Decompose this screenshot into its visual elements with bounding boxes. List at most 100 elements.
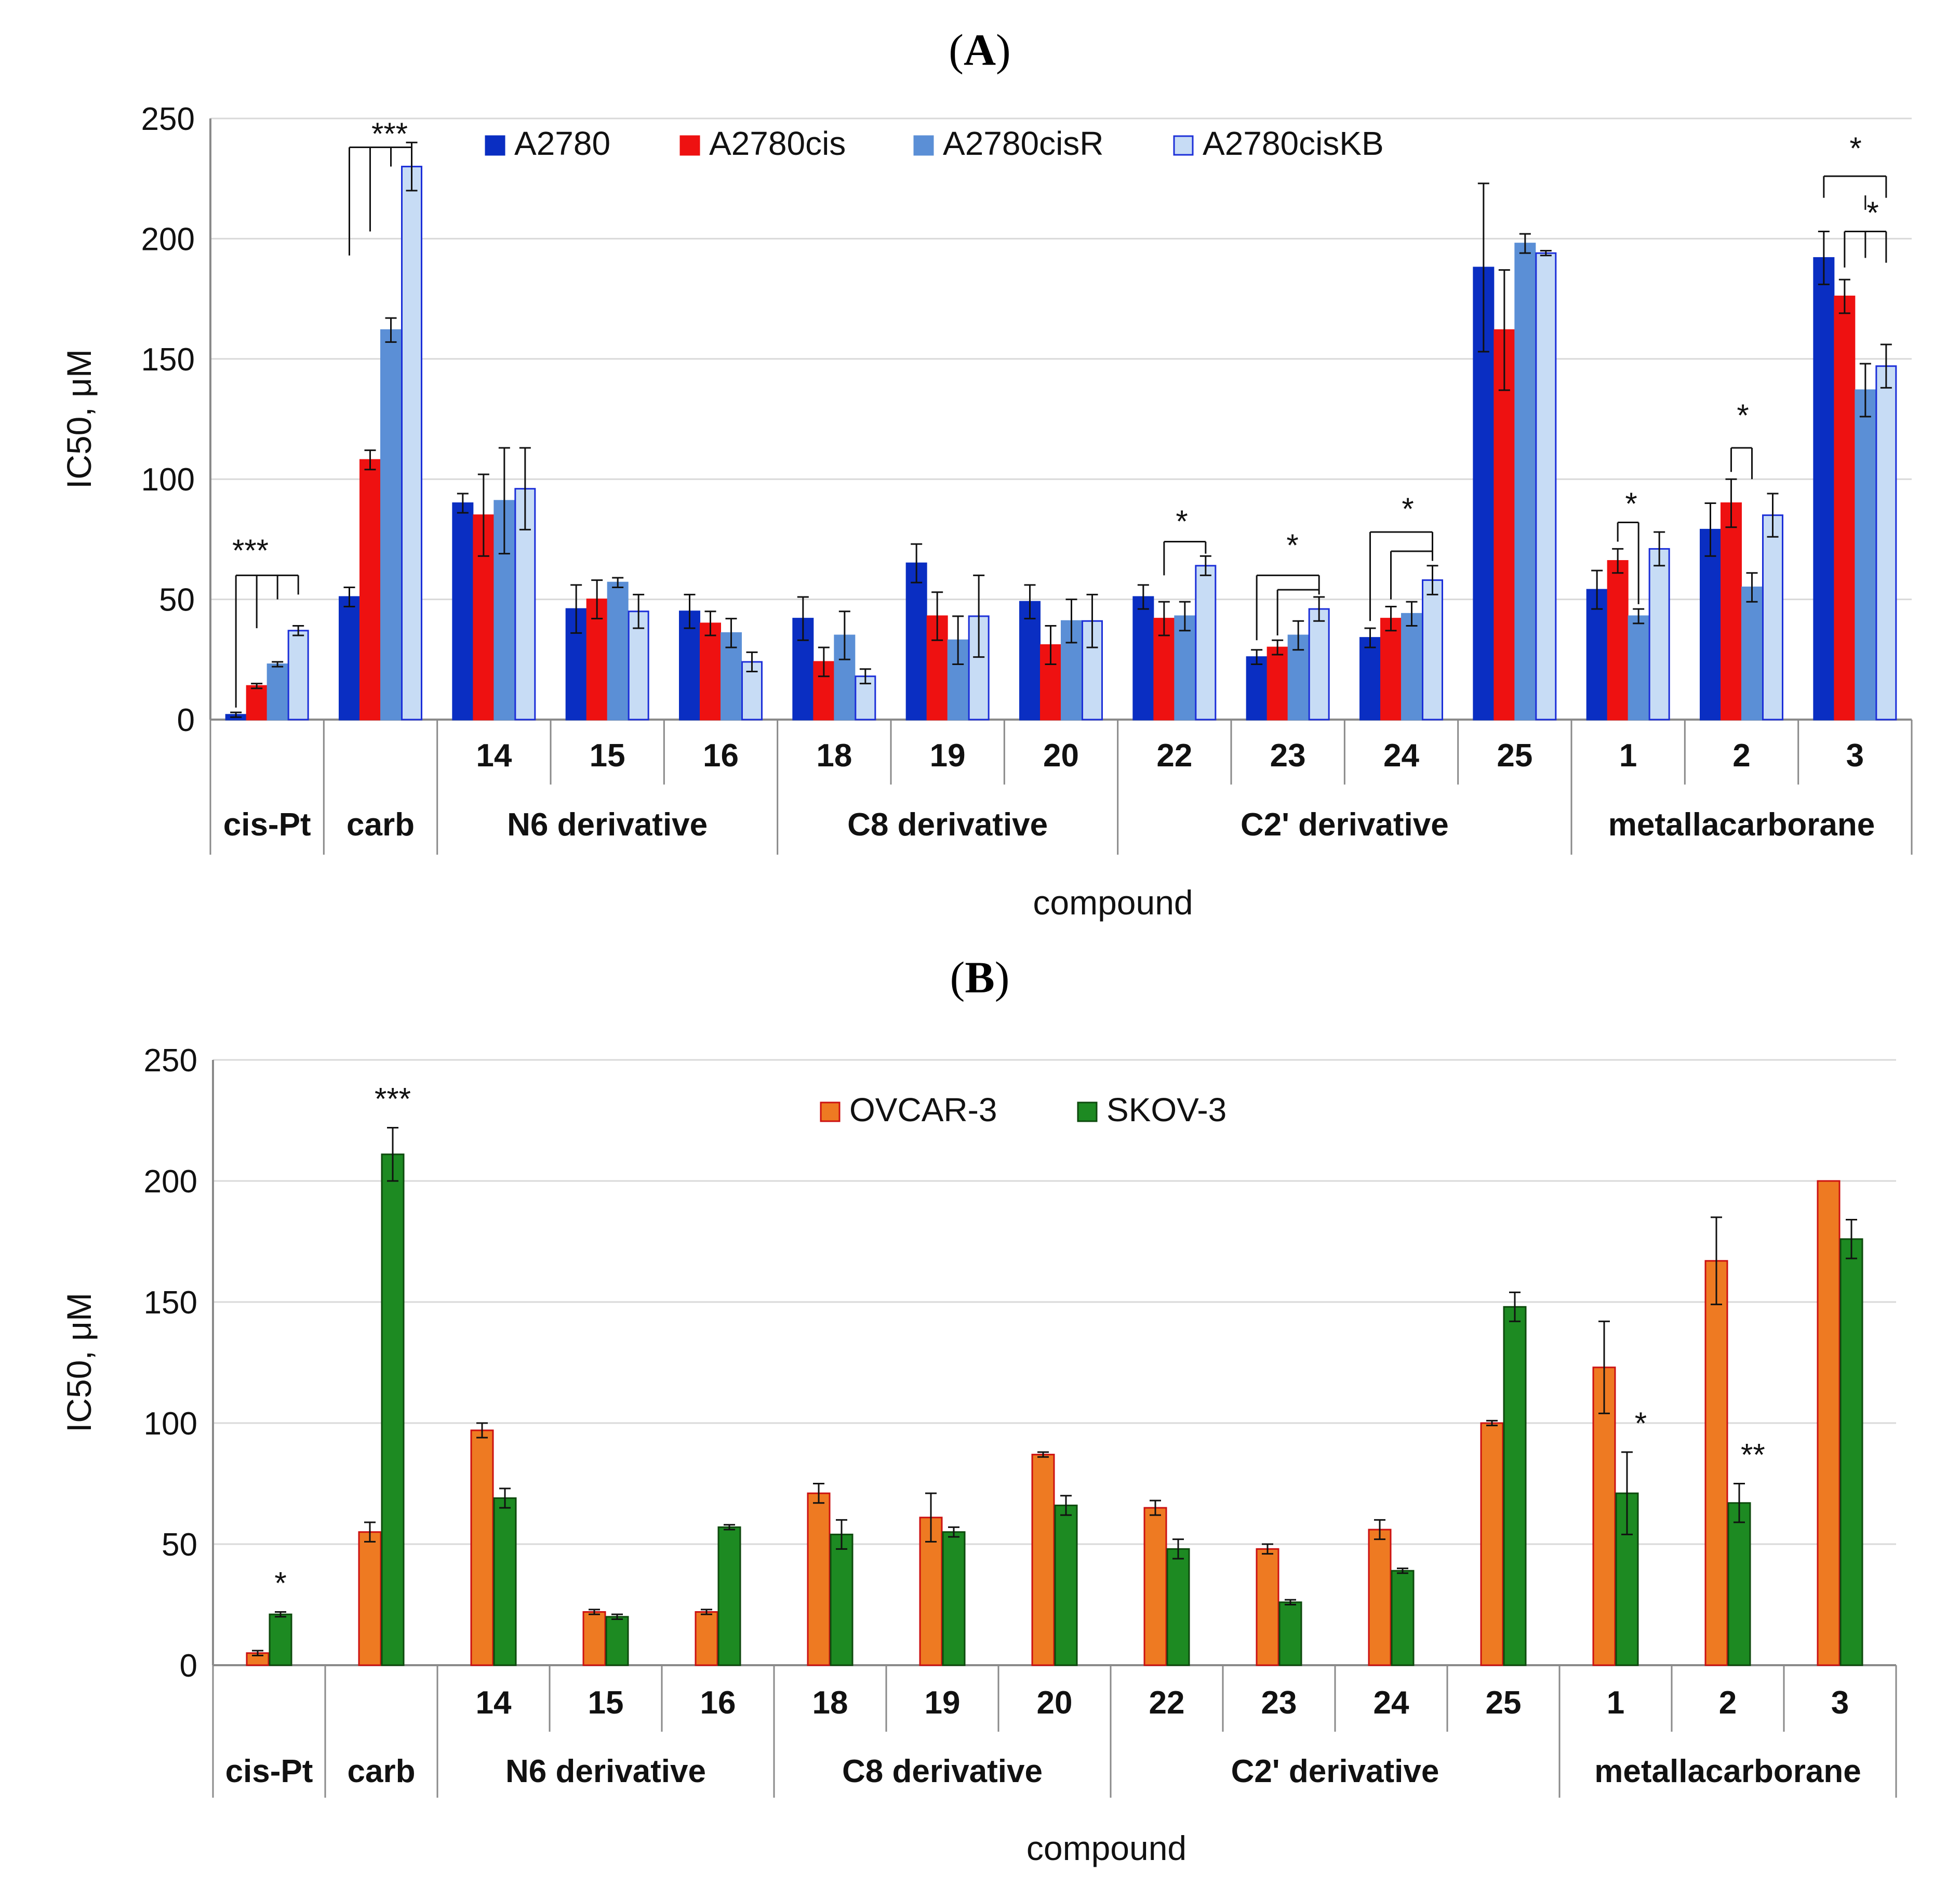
panel-a-bar xyxy=(359,459,381,721)
panel-a-group-label: N6 derivative xyxy=(507,807,708,843)
panel-a-category-label: 20 xyxy=(1043,738,1079,774)
panel-a-group-label: cis-Pt xyxy=(223,807,311,843)
panel-b-category-label: 23 xyxy=(1261,1685,1297,1721)
panel-b-bar xyxy=(1817,1180,1841,1666)
panel-b-bar xyxy=(470,1429,494,1666)
panel-a-category-label: 25 xyxy=(1497,738,1532,774)
panel-b-ytick-label: 200 xyxy=(144,1164,197,1200)
panel-a-category-label: 19 xyxy=(930,738,966,774)
panel-a-significance-label: * xyxy=(1849,131,1861,166)
panel-a-bar xyxy=(700,622,721,721)
panel-b-ytick-label: 250 xyxy=(144,1043,197,1079)
panel-b-bar xyxy=(582,1611,606,1666)
panel-a-category-label: 3 xyxy=(1846,738,1864,774)
panel-a-bar xyxy=(1628,615,1649,721)
panel-a-significance-label: *** xyxy=(232,533,269,568)
panel-a-legend-label: A2780cis xyxy=(709,125,846,162)
panel-b-bar xyxy=(1391,1570,1415,1666)
panel-a-x-axis-title: compound xyxy=(1033,883,1193,922)
panel-b-category-label: 15 xyxy=(588,1685,624,1721)
panel-b-bar xyxy=(1256,1548,1279,1666)
panel-a-category-label: 22 xyxy=(1156,738,1192,774)
panel-b-bar xyxy=(1592,1366,1616,1666)
panel-b-significance-label: ** xyxy=(1741,1438,1765,1472)
panel-a-category-label: 1 xyxy=(1619,738,1637,774)
panel-a-bar xyxy=(1246,656,1268,721)
panel-b-ytick-label: 150 xyxy=(144,1285,197,1321)
panel-b-bar xyxy=(1278,1601,1302,1666)
panel-b-bar xyxy=(605,1616,629,1666)
panel-a-group-label: C2' derivative xyxy=(1241,807,1449,843)
panel-a-category-label: 18 xyxy=(816,738,852,774)
panel-b-ytick-label: 100 xyxy=(144,1406,197,1442)
panel-a-category-label: 2 xyxy=(1732,738,1750,774)
panel-a-bar xyxy=(1132,596,1154,721)
panel-b-category-label: 19 xyxy=(925,1685,961,1721)
panel-b-group-label: C8 derivative xyxy=(842,1754,1043,1789)
panel-a-bar xyxy=(1875,365,1897,721)
panel-a-significance-label: *** xyxy=(371,116,408,151)
panel-b-group-label: metallacarborane xyxy=(1594,1754,1861,1789)
panel-a-bar xyxy=(1535,252,1557,721)
panel-a-legend-label: A2780cisR xyxy=(943,125,1104,162)
panel-a-y-axis-title: IC50, μM xyxy=(60,349,98,489)
panel-a-bar xyxy=(1741,586,1763,721)
panel-a-bar xyxy=(287,630,309,721)
panel-b-legend-swatch xyxy=(820,1101,841,1122)
panel-a-group-label: C8 derivative xyxy=(847,807,1048,843)
panel-a-bar xyxy=(1422,579,1443,721)
panel-a-legend-label: A2780cisKB xyxy=(1203,125,1384,162)
panel-b-bar xyxy=(1368,1529,1392,1666)
panel-a-category-label: 14 xyxy=(476,738,512,774)
panel-a-ytick-label: 0 xyxy=(177,702,195,738)
panel-b-bar xyxy=(807,1492,831,1666)
panel-a-ytick-label: 50 xyxy=(159,582,195,618)
panel-a-category-label: 16 xyxy=(703,738,739,774)
panel-a-group-label: metallacarborane xyxy=(1608,807,1875,843)
panel-a-ytick-label: 200 xyxy=(141,221,195,257)
panel-a-bar xyxy=(1762,514,1783,721)
panel-a-significance-label: * xyxy=(1176,504,1188,539)
panel-b-group-label: C2' derivative xyxy=(1231,1754,1439,1789)
panel-a-bar xyxy=(266,663,288,721)
panel-b-bar xyxy=(1480,1422,1504,1666)
panel-b-bar xyxy=(942,1531,966,1666)
panel-b-bar xyxy=(358,1531,382,1666)
panel-b-group-label: carb xyxy=(348,1754,416,1789)
panel-a-group-label: carb xyxy=(346,807,415,843)
panel-b-ytick-label: 0 xyxy=(180,1648,197,1684)
panel-b-category-label: 1 xyxy=(1607,1685,1624,1721)
panel-b-legend-swatch xyxy=(1077,1101,1098,1122)
panel-a-legend-swatch xyxy=(485,135,505,156)
panel-a-ytick-label: 150 xyxy=(141,342,195,378)
panel-a-ytick-label: 100 xyxy=(141,462,195,498)
panel-a-category-label: 24 xyxy=(1383,738,1419,774)
panel-b-bar xyxy=(830,1533,854,1666)
panel-a-legend-label: A2780 xyxy=(514,125,610,162)
panel-b-label: (B) xyxy=(950,952,1010,1002)
panel-a-bar xyxy=(1401,613,1422,721)
panel-a-ytick-label: 250 xyxy=(141,101,195,137)
panel-a-legend-swatch xyxy=(1173,135,1194,156)
panel-a-bar xyxy=(1721,502,1742,721)
panel-a-bar xyxy=(905,562,927,721)
panel-a-bar xyxy=(628,610,649,721)
panel-a-bar xyxy=(1607,560,1629,721)
panel-b-bar xyxy=(1704,1260,1728,1666)
panel-b-category-label: 18 xyxy=(812,1685,848,1721)
panel-a-bar xyxy=(1195,565,1217,721)
panel-b-bar xyxy=(1143,1507,1167,1666)
panel-a-bar xyxy=(1514,243,1536,721)
panel-a-bar xyxy=(1174,615,1196,721)
panel-a-significance-label: * xyxy=(1402,492,1414,526)
panel-a-category-label: 15 xyxy=(590,738,625,774)
panel-b-category-label: 3 xyxy=(1831,1685,1849,1721)
panel-a-significance-label: * xyxy=(1737,398,1749,433)
panel-b-group-label: N6 derivative xyxy=(505,1754,706,1789)
panel-a-category-label: 23 xyxy=(1270,738,1306,774)
panel-b-legend-label: OVCAR-3 xyxy=(849,1091,997,1128)
panel-a-bar xyxy=(1700,528,1721,721)
